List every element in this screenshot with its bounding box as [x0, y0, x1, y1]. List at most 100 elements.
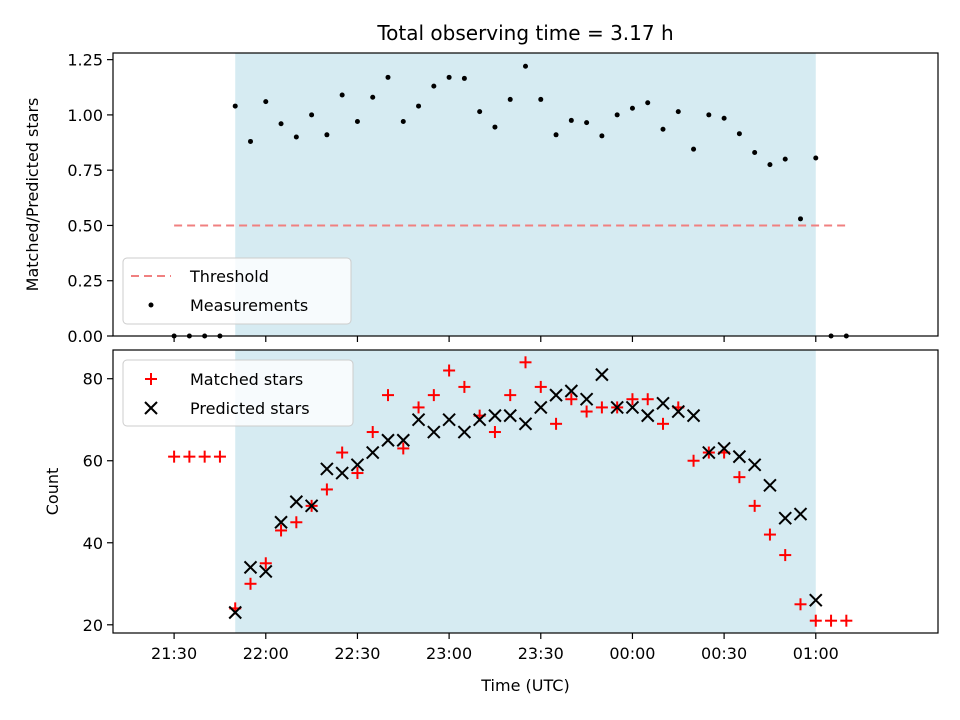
matched-star-point [825, 614, 838, 627]
x-tick-label: 22:30 [334, 644, 380, 663]
predicted-star-point [442, 413, 456, 427]
measurement-point [813, 155, 819, 161]
measurement-point [385, 74, 391, 80]
predicted-star-point [243, 560, 258, 575]
predicted-star-point [289, 495, 304, 509]
measurement-point [767, 162, 773, 168]
measurement-point [248, 138, 253, 144]
bottom-axes-frame [112, 349, 939, 634]
predicted-star-point [335, 466, 349, 480]
bottom-legend: Matched stars Predicted stars [122, 359, 354, 427]
y-tick-label: 0.75 [67, 161, 103, 180]
predicted-star-point [304, 499, 319, 513]
matched-star-point [168, 450, 181, 463]
matched-star-point [458, 380, 471, 393]
y-tick-label: 20 [83, 616, 103, 635]
measurement-point [523, 63, 528, 69]
measurement-point [660, 126, 666, 132]
matched-star-point [412, 401, 425, 414]
count-panel: 20 40 60 80 21:30 22:00 22:30 23:00 23:30 00:00 0… [43, 349, 939, 695]
matched-star-point [244, 577, 257, 590]
x-axis-label: Time (UTC) [480, 676, 569, 695]
measurement-point [278, 121, 284, 127]
measurement-point [553, 132, 559, 138]
predicted-star-point [259, 564, 273, 579]
top-x-ticks [173, 336, 817, 342]
measurement-point [584, 120, 590, 126]
measurement-point [431, 83, 437, 89]
matched-star-point [626, 393, 639, 406]
x-tick-label: 00:30 [701, 644, 747, 663]
bottom-legend-box [122, 359, 354, 427]
measurement-point [782, 156, 788, 162]
measurement-point [798, 216, 803, 222]
matched-star-point [565, 393, 578, 406]
predicted-star-point [457, 425, 472, 439]
measurement-point [477, 109, 483, 115]
predicted-star-point [564, 384, 579, 398]
matched-star-point [748, 499, 761, 512]
bottom-y-ticks: 20 40 60 80 [83, 370, 113, 635]
matched-star-point [397, 442, 410, 455]
matched-star-point [320, 483, 333, 496]
x-tick-label: 23:00 [426, 644, 472, 663]
legend-predicted-swatch [144, 401, 158, 415]
matched-star-point [259, 557, 272, 570]
measurement-point [400, 119, 406, 125]
matched-star-point [657, 417, 669, 430]
measurement-point [599, 133, 605, 139]
measurement-point [354, 119, 360, 125]
predicted-star-point [671, 404, 685, 419]
predicted-star-point [579, 392, 594, 406]
measurement-point [568, 117, 574, 123]
measurement-point [721, 115, 727, 121]
predicted-star-point [350, 458, 365, 472]
measurement-point [614, 112, 620, 118]
measurement-point [645, 100, 651, 106]
predicted-star-point [396, 433, 410, 447]
top-legend: Threshold Measurements [122, 257, 352, 325]
measurement-point [309, 112, 315, 118]
measurement-point [293, 134, 299, 140]
matched-star-point [488, 426, 501, 439]
predicted-star-point [747, 458, 762, 472]
x-tick-label: 00:00 [609, 644, 655, 663]
matched-star-point [366, 426, 379, 439]
predicted-star-point [381, 433, 395, 447]
predicted-star-point [610, 400, 624, 415]
chart-title: Total observing time = 3.17 h [376, 21, 673, 45]
legend-matched-label: Matched stars [190, 370, 303, 389]
predicted-star-point [534, 400, 548, 415]
predicted-star-point [549, 388, 563, 402]
measurement-points [171, 63, 849, 339]
measurement-point [691, 146, 697, 152]
y-tick-label: 60 [83, 452, 103, 471]
matched-star-point [534, 380, 547, 393]
predicted-star-point [732, 449, 747, 464]
x-tick-label: 01:00 [793, 644, 839, 663]
legend-measurements-label: Measurements [190, 296, 308, 315]
predicted-star-point [518, 417, 533, 431]
predicted-star-point [641, 408, 655, 423]
matched-star-point [763, 528, 776, 541]
measurement-point [446, 74, 452, 80]
top-legend-box [122, 257, 352, 325]
matched-star-point [351, 467, 364, 480]
predicted-star-point [702, 445, 716, 460]
measurement-point [752, 149, 758, 155]
matched-star-point [733, 471, 746, 484]
x-tick-label: 21:30 [151, 644, 197, 663]
y-tick-label: 80 [83, 370, 103, 389]
y-tick-label: 40 [83, 534, 103, 553]
predicted-star-point [228, 605, 242, 620]
predicted-star-point [427, 425, 441, 439]
predicted-star-point [366, 445, 380, 460]
y-tick-label: 0.00 [67, 327, 103, 346]
matched-star-point [198, 450, 211, 463]
bottom-y-axis-label: Count [43, 468, 62, 516]
measurement-point [538, 96, 544, 102]
y-tick-label: 1.00 [67, 106, 103, 125]
predicted-star-point [686, 408, 701, 423]
matched-star-point [504, 389, 517, 402]
